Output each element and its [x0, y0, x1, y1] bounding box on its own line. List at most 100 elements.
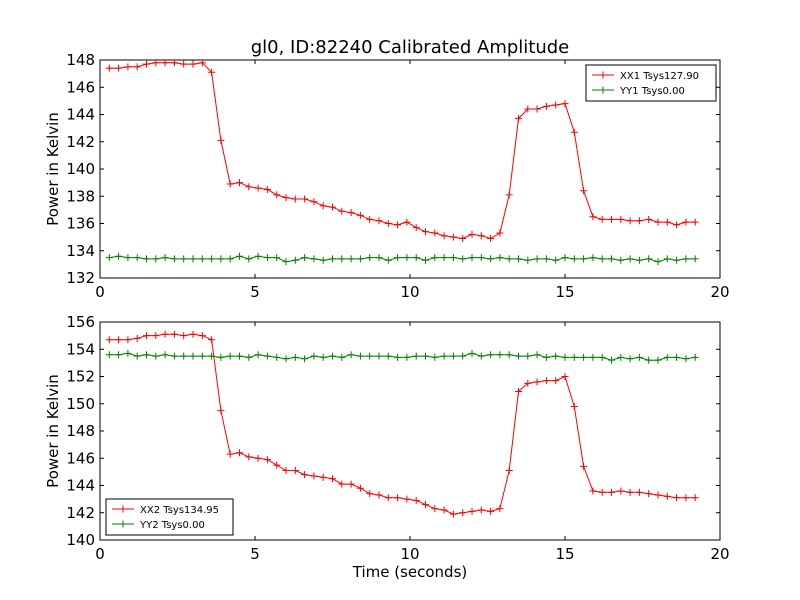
data-point	[105, 336, 113, 344]
data-point	[208, 336, 216, 344]
data-point	[552, 256, 560, 264]
data-point	[608, 255, 615, 263]
data-point	[161, 59, 169, 67]
data-point	[282, 467, 290, 475]
data-point	[626, 488, 634, 496]
data-point	[310, 255, 318, 263]
data-point	[403, 495, 411, 503]
legend: XX1 Tsys127.90 YY1 Tsys0.00	[585, 64, 717, 102]
data-point	[626, 255, 634, 263]
data-point	[673, 256, 681, 264]
data-point	[226, 450, 234, 458]
data-point	[431, 505, 439, 513]
data-point	[384, 352, 392, 360]
data-point	[105, 64, 113, 72]
data-point	[226, 180, 234, 188]
data-point	[198, 255, 206, 263]
data-point	[496, 505, 504, 513]
series-line	[109, 62, 696, 240]
x-tick-label: 10	[400, 545, 419, 563]
data-point	[524, 379, 532, 387]
data-point	[356, 352, 364, 360]
data-point	[329, 203, 336, 211]
data-point	[422, 256, 429, 264]
data-point	[124, 336, 132, 344]
data-point	[208, 255, 216, 263]
series-yy1	[105, 252, 699, 266]
data-point	[561, 254, 569, 262]
data-point	[645, 490, 653, 498]
y-tick-label: 142	[66, 504, 95, 522]
data-point	[236, 252, 243, 260]
y-tick-label: 154	[66, 340, 95, 358]
data-point	[663, 255, 671, 263]
data-point	[589, 353, 597, 361]
legend-marker	[119, 505, 127, 513]
data-point	[105, 351, 113, 359]
data-point	[635, 256, 643, 264]
data-point	[515, 352, 522, 360]
data-point	[319, 256, 327, 264]
data-point	[356, 484, 364, 492]
data-point	[505, 351, 513, 359]
data-point	[347, 480, 355, 488]
data-point	[505, 467, 513, 475]
y-tick-label: 150	[66, 395, 95, 413]
data-point	[570, 353, 578, 361]
data-point	[598, 215, 606, 223]
x-tick-label: 15	[555, 283, 574, 301]
data-point	[263, 254, 271, 262]
data-point	[273, 254, 281, 262]
data-point	[542, 255, 550, 263]
legend-entry: XX2 Tsys134.95	[140, 505, 219, 516]
data-point	[449, 233, 457, 241]
data-point	[570, 255, 578, 263]
series-xx1	[105, 59, 699, 242]
data-point	[217, 407, 225, 415]
data-point	[301, 355, 309, 363]
data-point	[440, 352, 448, 360]
data-point	[180, 332, 188, 340]
data-point	[301, 254, 309, 262]
series-yy2	[105, 349, 699, 364]
data-point	[487, 351, 495, 359]
data-point	[403, 254, 411, 262]
data-point	[589, 487, 597, 495]
data-point	[542, 102, 550, 110]
data-point	[338, 207, 346, 215]
data-point	[263, 456, 271, 464]
data-point	[552, 377, 560, 385]
data-point	[477, 232, 485, 240]
x-tick-label: 10	[400, 283, 419, 301]
y-axis-label: Power in Kelvin	[44, 112, 62, 226]
data-point	[691, 353, 699, 361]
data-point	[189, 352, 197, 360]
data-point	[170, 352, 178, 360]
data-point	[635, 353, 643, 361]
data-point	[384, 256, 392, 264]
data-point	[133, 254, 141, 262]
data-point	[143, 332, 150, 340]
data-point	[449, 510, 457, 518]
data-point	[580, 187, 588, 195]
data-point	[170, 59, 178, 67]
data-point	[477, 254, 485, 262]
data-point	[254, 454, 262, 462]
data-point	[561, 100, 569, 108]
data-point	[217, 255, 225, 263]
y-tick-label: 144	[66, 477, 95, 495]
legend-box	[585, 64, 717, 102]
data-point	[673, 494, 681, 502]
data-point	[515, 255, 522, 263]
data-point	[496, 351, 504, 359]
data-point	[319, 473, 327, 481]
data-point	[561, 353, 569, 361]
data-point	[691, 494, 699, 502]
data-point	[580, 255, 588, 263]
data-point	[236, 352, 243, 360]
data-point	[626, 217, 634, 225]
data-point	[236, 449, 243, 457]
data-point	[477, 506, 485, 514]
data-point	[291, 256, 299, 264]
